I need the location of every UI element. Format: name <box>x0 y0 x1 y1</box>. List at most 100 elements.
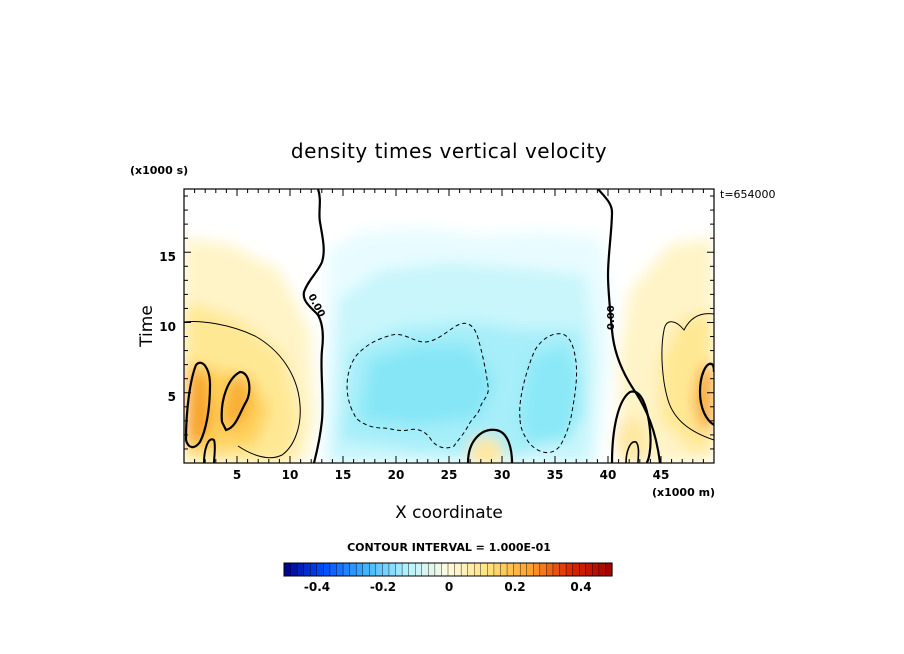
y-unit-label: (x1000 s) <box>130 164 188 177</box>
x-tick-label: 25 <box>441 468 458 482</box>
negative-field-core2 <box>520 345 580 445</box>
colorbar-swatch <box>546 562 554 577</box>
colorbar-swatch <box>388 562 397 577</box>
zero-contour-right-foot <box>625 441 640 463</box>
negative-field-core <box>360 345 495 425</box>
colorbar-swatch <box>349 562 357 577</box>
colorbar-tick-label: -0.2 <box>370 580 396 594</box>
x-axis-label: X coordinate <box>395 503 503 523</box>
x-tick-label: 20 <box>388 468 405 482</box>
x-tick-label: 10 <box>282 468 299 482</box>
zero-contour-left <box>302 189 325 463</box>
colorbar-swatch <box>336 562 344 577</box>
x-tick-label: 45 <box>653 468 670 482</box>
x-tick-label: 35 <box>547 468 564 482</box>
colorbar-swatch <box>526 562 534 577</box>
zero-contour-left-foot <box>203 438 216 463</box>
colorbar-swatch <box>415 562 423 577</box>
colorbar-swatch <box>342 562 351 577</box>
zero-contour-right <box>597 189 662 463</box>
axis-ticks <box>184 189 714 463</box>
x-tick-label: 30 <box>494 468 511 482</box>
colorbar-swatch <box>559 562 567 577</box>
contour-interval-label: CONTOUR INTERVAL = 1.000E-01 <box>347 541 551 554</box>
colorbar-swatch <box>579 562 587 577</box>
colorbar-swatch <box>329 562 338 577</box>
x-tick-label: 40 <box>600 468 617 482</box>
chart-title: density times vertical velocity <box>291 139 607 163</box>
positive-bump-28 <box>468 436 504 463</box>
colorbar-swatch <box>467 562 475 577</box>
colorbar-swatch <box>500 562 508 577</box>
positive-bump-42 <box>616 416 648 463</box>
colorbar-swatch <box>382 562 390 577</box>
colorbar-swatch <box>355 562 364 577</box>
colorbar-swatch <box>316 562 324 577</box>
colorbar-swatch <box>303 562 311 577</box>
colorbar-tick-label: 0.4 <box>570 580 591 594</box>
positive-field-left-core2 <box>222 378 250 428</box>
colorbar-swatch <box>565 562 574 577</box>
colorbar-swatch <box>552 562 561 577</box>
colorbar-swatch <box>572 562 580 577</box>
colorbar-swatch <box>283 562 292 577</box>
contour-0.1-right <box>661 313 714 441</box>
contour-neg-0.1-right <box>519 333 577 453</box>
x-unit-label: (x1000 m) <box>652 486 715 499</box>
contour-0.1-left <box>184 321 301 459</box>
colorbar-swatch <box>506 562 515 577</box>
colorbar-swatch <box>296 562 305 577</box>
colorbar-swatch <box>474 562 482 577</box>
colorbar-swatch <box>408 562 416 577</box>
colorbar-swatch <box>375 562 383 577</box>
colorbar-tick-label: 0 <box>445 580 453 594</box>
plot-area <box>184 189 714 463</box>
y-tick-label: 5 <box>168 390 176 404</box>
colorbar-swatch <box>362 562 370 577</box>
colorbar-swatch <box>605 562 613 577</box>
time-stamp: t=654000 <box>720 188 776 201</box>
y-axis-label: Time <box>137 305 157 348</box>
x-tick-labels: 5 10 15 20 25 30 35 40 45 <box>233 468 670 482</box>
y-tick-label: 10 <box>159 320 176 334</box>
zero-contour-bump-28 <box>466 428 514 463</box>
colorbar-swatch <box>434 562 443 577</box>
colorbar-swatch <box>401 562 410 577</box>
colorbar-swatch <box>519 562 528 577</box>
colorbar-swatch <box>447 562 456 577</box>
zero-contour-left-blob2 <box>220 370 251 432</box>
x-tick-label: 15 <box>335 468 352 482</box>
colorbar-frame <box>283 562 613 577</box>
colorbar-swatch <box>323 562 331 577</box>
colorbar-swatch <box>460 562 469 577</box>
colorbar-swatch <box>480 562 488 577</box>
colorbar <box>283 562 613 577</box>
colorbar-swatch <box>592 562 600 577</box>
colorbar-swatch <box>454 562 462 577</box>
y-tick-label: 15 <box>159 250 176 264</box>
colorbar-tick-labels: -0.4 -0.2 0 0.2 0.4 <box>304 580 592 594</box>
positive-field-right-core <box>694 365 714 430</box>
contour-label-right: 0.00 <box>606 305 617 330</box>
colorbar-swatch <box>369 562 377 577</box>
colorbar-swatch <box>513 562 521 577</box>
zero-contour-bump-42 <box>610 390 652 463</box>
y-tick-labels: 5 10 15 <box>159 250 176 404</box>
colorbar-swatch <box>539 562 548 577</box>
x-tick-label: 5 <box>233 468 241 482</box>
colorbar-swatch <box>290 562 298 577</box>
colorbar-swatch <box>421 562 429 577</box>
colorbar-swatch <box>487 562 495 577</box>
colorbar-swatch <box>585 562 593 577</box>
colorbar-tick-label: -0.4 <box>304 580 330 594</box>
colorbar-swatch <box>310 562 318 577</box>
colorbar-swatch <box>428 562 436 577</box>
colorbar-swatch <box>533 562 541 577</box>
zero-contour-left-blob1 <box>184 361 212 449</box>
colorbar-swatch <box>395 562 403 577</box>
colorbar-swatch <box>493 562 502 577</box>
colorbar-swatch <box>441 562 449 577</box>
contour-neg-0.1-center <box>346 322 489 449</box>
colorbar-swatch <box>598 562 607 577</box>
